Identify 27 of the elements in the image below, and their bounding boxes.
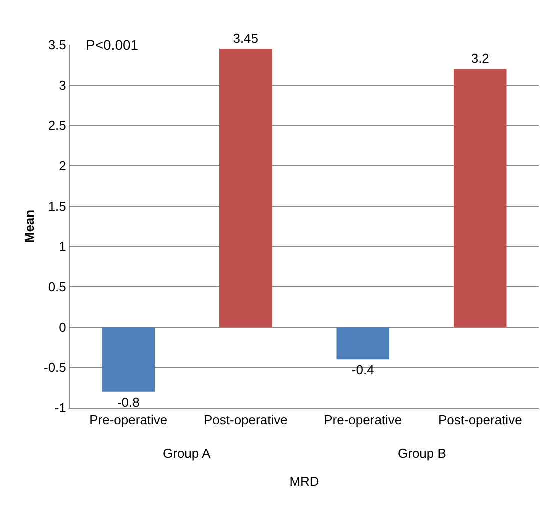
annotation: P<0.001: [86, 37, 139, 53]
bar: [336, 327, 390, 360]
x-tick-label: Pre-operative: [324, 412, 402, 428]
text: Group A: [163, 446, 212, 461]
data-label: 3.45: [233, 31, 259, 46]
bar: [454, 69, 507, 328]
bar: [102, 327, 156, 392]
x-axis-title: MRD: [290, 474, 320, 490]
bar: [219, 49, 272, 328]
x-tick-label: Post-operative: [438, 412, 522, 428]
y-tick-label: 0: [59, 320, 66, 335]
y-tick-label: -0.5: [44, 360, 66, 376]
text: Group B: [398, 446, 446, 461]
data-label: -0.4: [352, 362, 374, 378]
y-tick-label: 0.5: [48, 280, 66, 295]
data-label: -0.8: [117, 394, 140, 410]
y-tick-label: 2.5: [48, 118, 66, 134]
y-tick-label: 2: [59, 158, 66, 174]
y-tick-label: 1: [59, 239, 66, 254]
data-label: 3.2: [471, 51, 490, 66]
x-tick-label: Post-operative: [204, 412, 288, 428]
y-tick-label: 3.5: [48, 38, 66, 53]
y-tick-label: 3: [59, 78, 66, 93]
x-tick-label: Pre-operative: [90, 412, 168, 428]
y-axis-title: Mean: [22, 210, 37, 244]
y-tick-label: 1.5: [48, 198, 66, 214]
y-tick-label: -1: [54, 400, 66, 416]
